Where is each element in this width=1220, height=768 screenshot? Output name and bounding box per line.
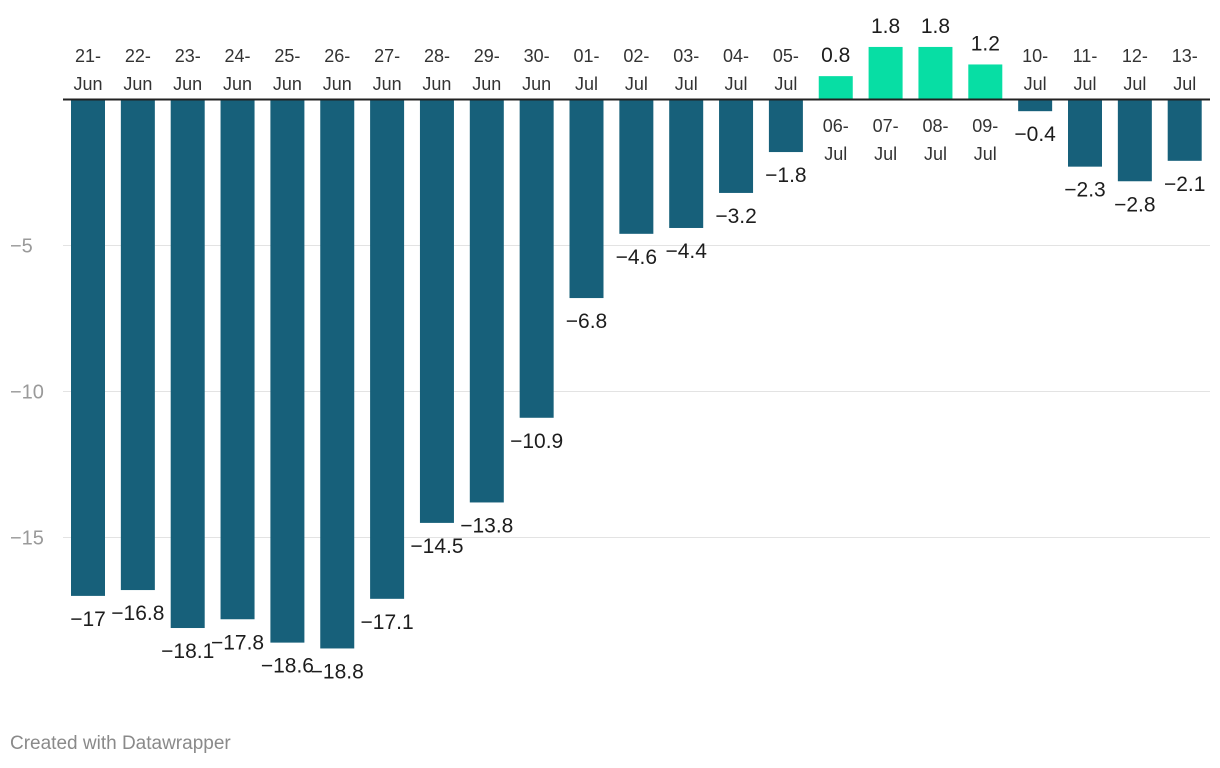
category-label: Jun — [422, 74, 451, 94]
bar-chart: −5 −10 −15 21- Jun −17 22- Jun −16.8 23- Jun −18.1… — [10, 15, 1210, 684]
category-label: Jun — [73, 74, 102, 94]
value-label: −10.9 — [510, 430, 563, 453]
category-label: 11- — [1073, 46, 1098, 66]
bar — [170, 99, 205, 629]
category-label: Jul — [725, 74, 748, 94]
bar — [968, 64, 1003, 100]
category-label: 28- — [424, 46, 450, 66]
category-label: 13- — [1172, 46, 1198, 66]
category-label: Jul — [924, 144, 947, 164]
category-label: Jul — [774, 74, 797, 94]
category-label: 09- — [972, 116, 998, 136]
value-label: −18.6 — [261, 655, 314, 678]
bar — [71, 99, 105, 596]
category-label: 02- — [623, 46, 649, 66]
value-label: −0.4 — [1014, 123, 1056, 146]
value-label: −17.8 — [211, 631, 264, 654]
bar — [1117, 99, 1152, 182]
value-label: 0.8 — [821, 44, 850, 67]
category-label: 04- — [723, 46, 749, 66]
category-label: 25- — [274, 46, 300, 66]
category-label: Jul — [1073, 74, 1096, 94]
bar — [320, 99, 355, 649]
category-label: Jul — [1123, 74, 1146, 94]
value-label: −6.8 — [566, 310, 607, 333]
category-label: Jul — [675, 74, 698, 94]
bar — [719, 99, 754, 193]
category-label: 12- — [1122, 46, 1148, 66]
bars — [71, 46, 1202, 649]
bar — [519, 99, 554, 418]
bar — [220, 99, 255, 620]
bar — [868, 46, 903, 100]
category-label: 27- — [374, 46, 400, 66]
value-label: 1.8 — [871, 15, 900, 38]
bar — [419, 99, 454, 523]
bar — [818, 76, 853, 100]
value-label: −18.8 — [311, 660, 364, 683]
category-label: 26- — [324, 46, 350, 66]
value-label: −1.8 — [765, 164, 806, 187]
bar — [1018, 99, 1053, 112]
credit-text: Created with Datawrapper — [10, 733, 231, 754]
category-label: Jun — [522, 74, 551, 94]
category-label: 03- — [673, 46, 699, 66]
value-label: −4.6 — [616, 246, 657, 269]
category-label: Jul — [1173, 74, 1196, 94]
category-label: 23- — [175, 46, 201, 66]
category-label: Jun — [273, 74, 302, 94]
category-label: Jun — [373, 74, 402, 94]
category-label: 24- — [225, 46, 251, 66]
y-tick-label: −10 — [10, 382, 44, 404]
category-label: Jul — [824, 144, 847, 164]
category-label: Jun — [123, 74, 152, 94]
value-label: 1.2 — [971, 32, 1000, 55]
category-label: 22- — [125, 46, 151, 66]
category-label: 01- — [573, 46, 599, 66]
labels: 21- Jun −17 22- Jun −16.8 23- Jun −18.1 24- Jun −17… — [70, 15, 1205, 684]
value-label: −18.1 — [161, 640, 214, 663]
bar — [768, 99, 803, 153]
bar — [918, 46, 953, 100]
value-label: −16.8 — [111, 602, 164, 625]
value-label: −2.3 — [1064, 179, 1105, 202]
value-label: 1.8 — [921, 15, 950, 38]
category-label: 08- — [922, 116, 948, 136]
category-label: 29- — [474, 46, 500, 66]
bar — [669, 99, 704, 228]
bar — [270, 99, 305, 643]
bar — [120, 99, 155, 591]
value-label: −13.8 — [460, 514, 513, 537]
category-label: Jul — [874, 144, 897, 164]
value-label: −17.1 — [361, 611, 414, 634]
value-label: −2.1 — [1164, 173, 1205, 196]
value-label: −4.4 — [665, 240, 707, 263]
bar — [619, 99, 654, 234]
value-label: −17 — [70, 608, 106, 631]
bar — [569, 99, 604, 299]
category-label: 10- — [1022, 46, 1048, 66]
category-label: Jun — [223, 74, 252, 94]
category-label: 06- — [823, 116, 849, 136]
value-label: −3.2 — [715, 205, 756, 228]
category-label: Jul — [974, 144, 997, 164]
category-label: Jun — [173, 74, 202, 94]
value-label: −2.8 — [1114, 193, 1155, 216]
category-label: 07- — [873, 116, 899, 136]
y-tick-label: −15 — [10, 528, 44, 550]
bar — [1167, 99, 1202, 161]
bar — [1068, 99, 1102, 167]
value-label: −14.5 — [410, 535, 463, 558]
bar — [469, 99, 504, 503]
y-tick-label: −5 — [10, 236, 33, 258]
category-label: Jun — [323, 74, 352, 94]
category-label: 21- — [75, 46, 101, 66]
category-label: Jul — [575, 74, 598, 94]
category-label: 30- — [524, 46, 550, 66]
category-label: 05- — [773, 46, 799, 66]
category-label: Jun — [472, 74, 501, 94]
category-label: Jul — [1024, 74, 1047, 94]
category-label: Jul — [625, 74, 648, 94]
bar — [370, 99, 405, 599]
